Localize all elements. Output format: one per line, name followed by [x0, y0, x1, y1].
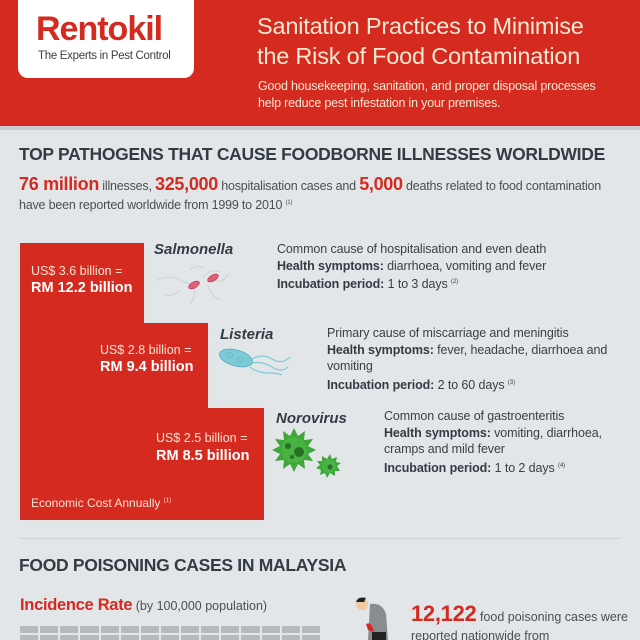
cost-us-salmonella: US$ 3.6 billion = — [31, 264, 123, 278]
logo-wordmark: Rentokil — [36, 10, 163, 48]
section-divider — [19, 538, 621, 539]
pathogen-name-listeria: Listeria — [220, 326, 274, 343]
cost-rm-listeria: RM 9.4 billion — [100, 359, 194, 375]
sick-person-icon — [356, 597, 388, 640]
pathogen-desc-norovirus: Common cause of gastroenteritis Health s… — [384, 409, 602, 475]
header-banner: Rentokil The Experts in Pest Control San… — [0, 0, 640, 128]
header-shadow — [0, 126, 640, 130]
cost-us-listeria: US$ 2.8 billion = — [100, 343, 192, 357]
logo-tagline: The Experts in Pest Control — [38, 50, 171, 62]
cost-rm-norovirus: RM 8.5 billion — [156, 448, 250, 464]
incidence-rate-heading: Incidence Rate (by 100,000 population) — [20, 596, 268, 614]
listeria-bacteria-icon — [219, 348, 291, 376]
pathogen-name-salmonella: Salmonella — [154, 241, 234, 258]
pathogen-desc-listeria: Primary cause of miscarriage and meningi… — [327, 326, 608, 392]
section-title-pathogens: TOP PATHOGENS THAT CAUSE FOODBORNE ILLNE… — [19, 144, 605, 164]
cost-block-norovirus — [20, 408, 264, 520]
stat-deaths: 5,000 — [359, 174, 403, 194]
worldwide-stats: 76 million illnesses, 325,000 hospitalis… — [19, 174, 602, 213]
salmonella-bacteria-icon — [157, 266, 229, 305]
pathogen-desc-salmonella: Common cause of hospitalisation and even… — [277, 242, 547, 292]
stat-illnesses: 76 million — [19, 174, 100, 194]
pathogen-name-norovirus: Norovirus — [276, 410, 347, 427]
economic-cost-label: Economic Cost Annually (1) — [31, 496, 172, 510]
incidence-grid — [20, 626, 320, 640]
malaysia-cases-stat: 12,122 food poisoning cases were reporte… — [411, 601, 628, 640]
page-title: Sanitation Practices to Minimise the Ris… — [257, 13, 584, 69]
cost-rm-salmonella: RM 12.2 billion — [31, 280, 133, 296]
norovirus-icon — [272, 428, 341, 478]
cost-us-norovirus: US$ 2.5 billion = — [156, 431, 248, 445]
page-subtitle: Good housekeeping, sanitation, and prope… — [258, 79, 596, 110]
rentokil-logo[interactable]: Rentokil The Experts in Pest Control — [18, 0, 194, 78]
stat-hospitalisations: 325,000 — [155, 174, 218, 194]
section-title-malaysia: FOOD POISONING CASES IN MALAYSIA — [19, 555, 347, 575]
